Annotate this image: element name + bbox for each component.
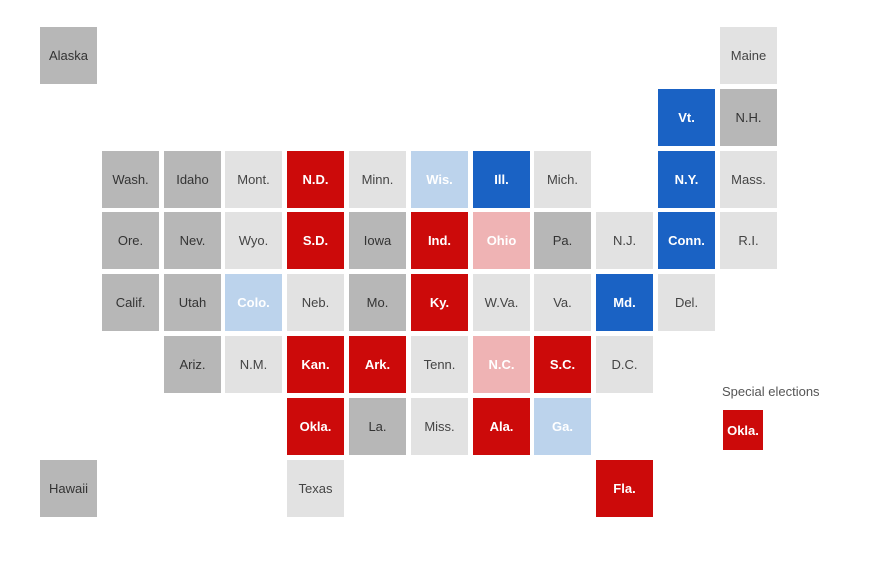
state-tile-kan[interactable]: Kan. (287, 336, 344, 393)
state-tile-del[interactable]: Del. (658, 274, 715, 331)
state-tile-mont[interactable]: Mont. (225, 151, 282, 208)
state-tile-ohio[interactable]: Ohio (473, 212, 530, 269)
state-tile-miss[interactable]: Miss. (411, 398, 468, 455)
state-tile-idaho[interactable]: Idaho (164, 151, 221, 208)
state-tile-maine[interactable]: Maine (720, 27, 777, 84)
state-tile-neb[interactable]: Neb. (287, 274, 344, 331)
state-tile-mich[interactable]: Mich. (534, 151, 591, 208)
state-tile-conn[interactable]: Conn. (658, 212, 715, 269)
state-tile-la[interactable]: La. (349, 398, 406, 455)
state-tile-iowa[interactable]: Iowa (349, 212, 406, 269)
state-tile-mass[interactable]: Mass. (720, 151, 777, 208)
state-tile-pa[interactable]: Pa. (534, 212, 591, 269)
state-tile-nev[interactable]: Nev. (164, 212, 221, 269)
state-tile-alaska[interactable]: Alaska (40, 27, 97, 84)
state-tile-ark[interactable]: Ark. (349, 336, 406, 393)
state-tile-ill[interactable]: Ill. (473, 151, 530, 208)
state-tile-md[interactable]: Md. (596, 274, 653, 331)
state-tile-tenn[interactable]: Tenn. (411, 336, 468, 393)
state-tile-fla[interactable]: Fla. (596, 460, 653, 517)
state-tile-wis[interactable]: Wis. (411, 151, 468, 208)
state-tile-texas[interactable]: Texas (287, 460, 344, 517)
state-tile-hawaii[interactable]: Hawaii (40, 460, 97, 517)
state-tile-wash[interactable]: Wash. (102, 151, 159, 208)
state-tile-va[interactable]: Va. (534, 274, 591, 331)
state-tile-okla[interactable]: Okla. (287, 398, 344, 455)
state-tile-n-m[interactable]: N.M. (225, 336, 282, 393)
state-tile-utah[interactable]: Utah (164, 274, 221, 331)
state-tile-w-va[interactable]: W.Va. (473, 274, 530, 331)
state-tile-n-j[interactable]: N.J. (596, 212, 653, 269)
state-tile-ga[interactable]: Ga. (534, 398, 591, 455)
state-tile-colo[interactable]: Colo. (225, 274, 282, 331)
state-tile-n-h[interactable]: N.H. (720, 89, 777, 146)
state-tile-ore[interactable]: Ore. (102, 212, 159, 269)
state-tile-mo[interactable]: Mo. (349, 274, 406, 331)
state-tile-n-y[interactable]: N.Y. (658, 151, 715, 208)
state-tile-wyo[interactable]: Wyo. (225, 212, 282, 269)
state-tile-ky[interactable]: Ky. (411, 274, 468, 331)
special-election-tile-okla[interactable]: Okla. (723, 410, 763, 450)
state-tile-n-c[interactable]: N.C. (473, 336, 530, 393)
state-tile-s-d[interactable]: S.D. (287, 212, 344, 269)
state-tile-calif[interactable]: Calif. (102, 274, 159, 331)
state-tile-r-i[interactable]: R.I. (720, 212, 777, 269)
special-elections-label: Special elections (722, 384, 820, 399)
state-tile-ind[interactable]: Ind. (411, 212, 468, 269)
state-tile-n-d[interactable]: N.D. (287, 151, 344, 208)
state-tile-ariz[interactable]: Ariz. (164, 336, 221, 393)
state-tile-s-c[interactable]: S.C. (534, 336, 591, 393)
state-tile-vt[interactable]: Vt. (658, 89, 715, 146)
state-tile-d-c[interactable]: D.C. (596, 336, 653, 393)
state-tile-ala[interactable]: Ala. (473, 398, 530, 455)
state-tile-minn[interactable]: Minn. (349, 151, 406, 208)
